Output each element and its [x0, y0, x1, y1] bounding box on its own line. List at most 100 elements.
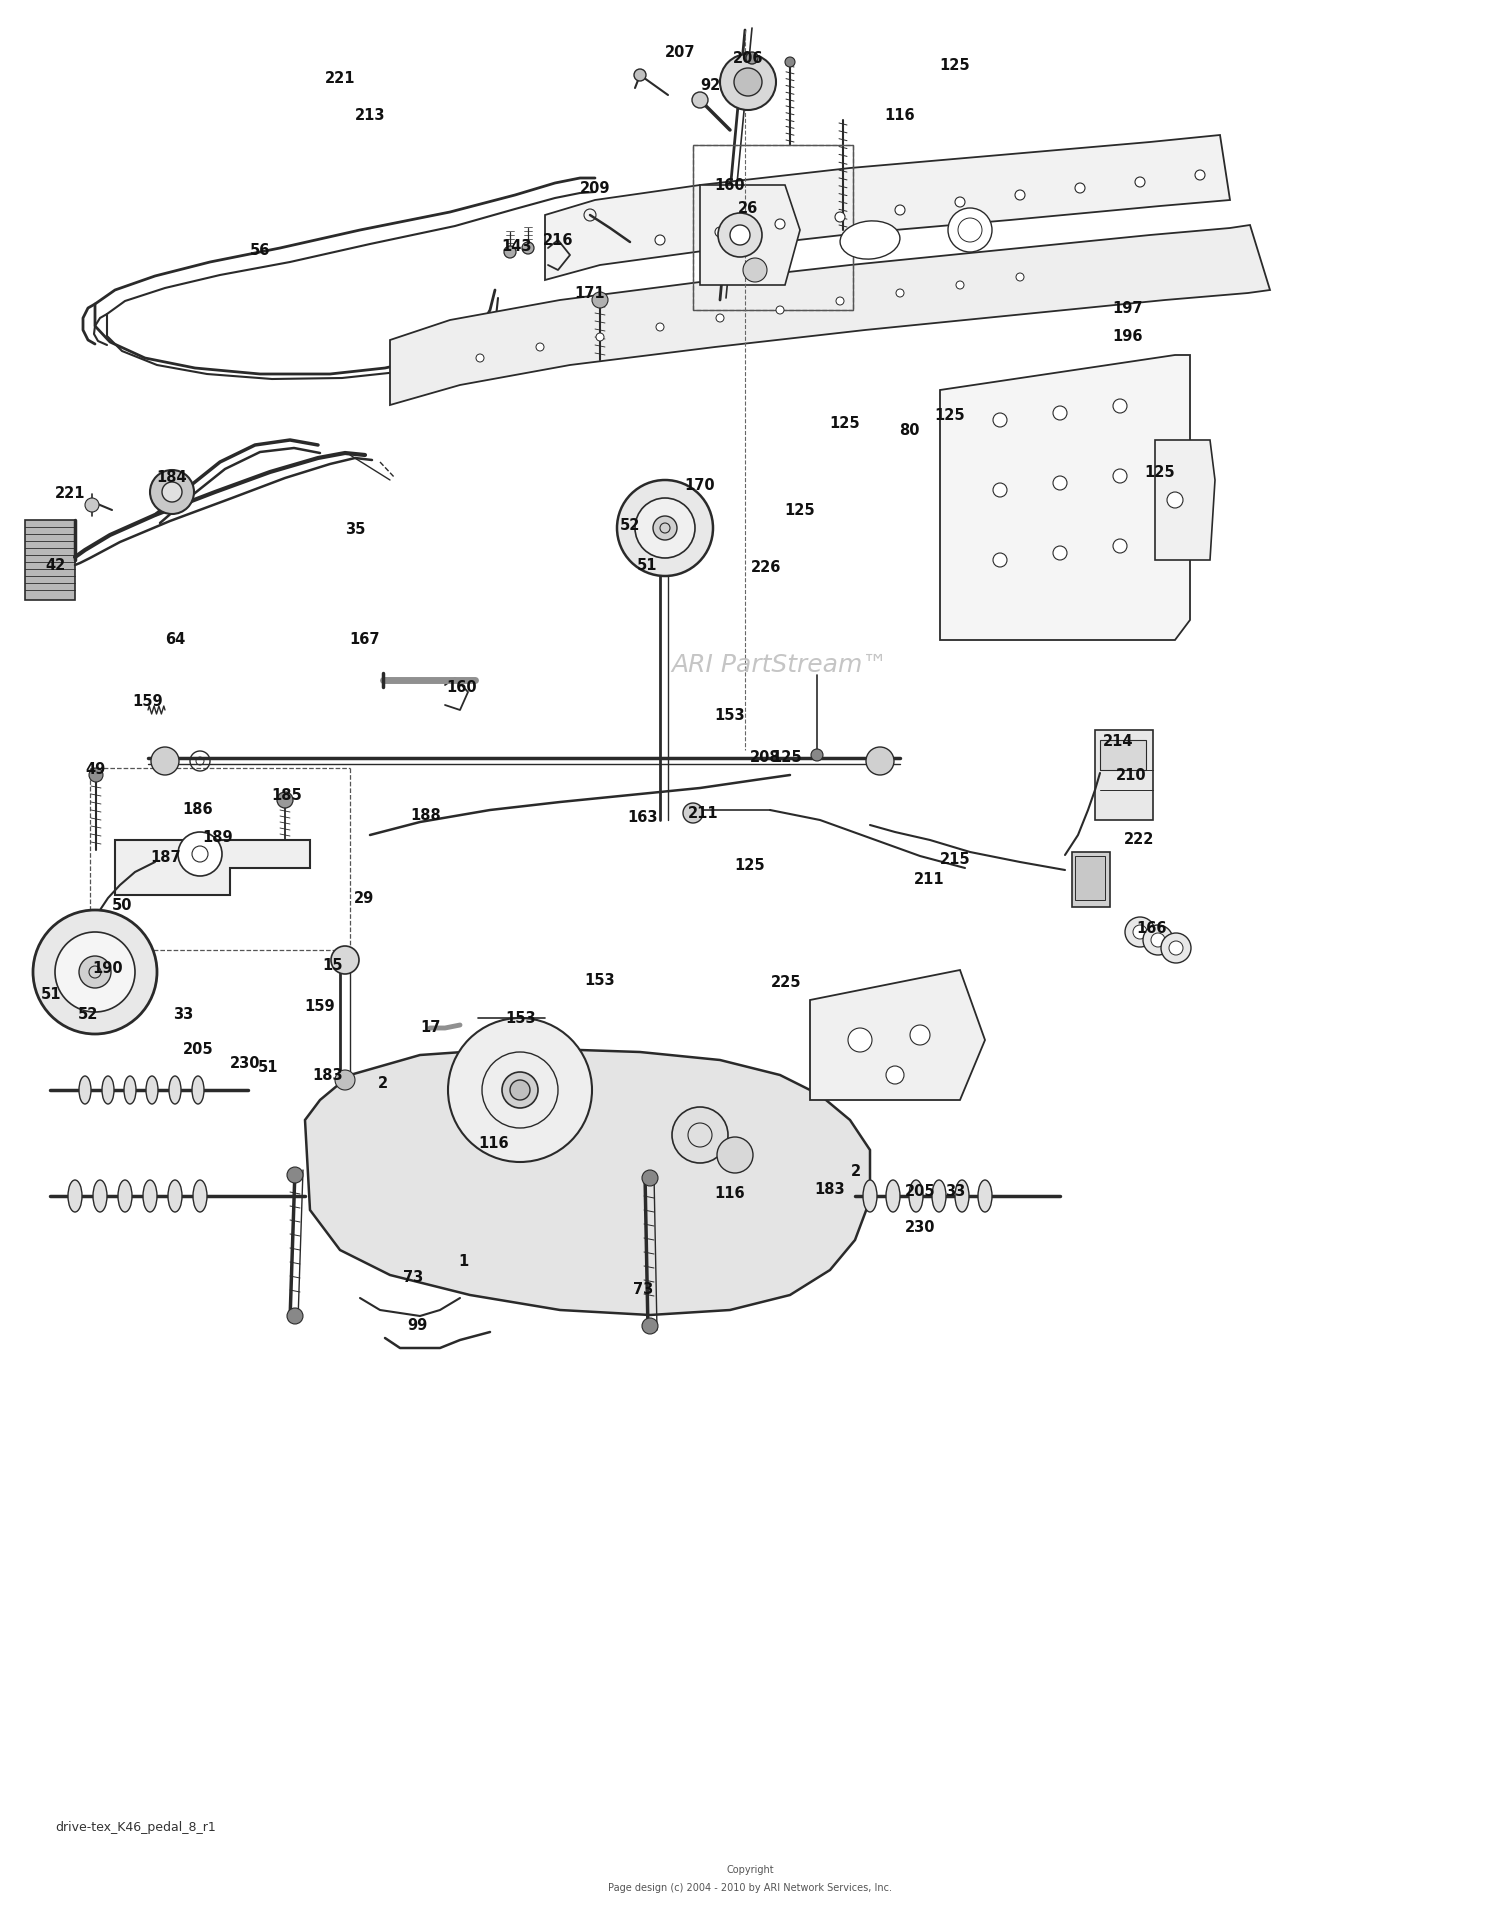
Circle shape — [1113, 399, 1126, 412]
Circle shape — [536, 344, 544, 351]
Text: 73: 73 — [404, 1271, 423, 1285]
Text: 225: 225 — [771, 974, 801, 989]
Text: 222: 222 — [1124, 832, 1154, 848]
Text: 184: 184 — [156, 470, 188, 485]
Text: 160: 160 — [447, 680, 477, 695]
Circle shape — [634, 69, 646, 80]
Circle shape — [334, 1071, 356, 1090]
Circle shape — [746, 52, 758, 65]
Circle shape — [672, 1107, 728, 1163]
Text: 125: 125 — [1144, 464, 1176, 479]
Text: ARI PartStream™: ARI PartStream™ — [672, 653, 888, 678]
Circle shape — [1053, 475, 1066, 491]
Circle shape — [1076, 183, 1084, 193]
Bar — [1095, 729, 1154, 821]
Text: 160: 160 — [714, 178, 746, 193]
Text: 153: 153 — [714, 708, 746, 724]
Circle shape — [948, 208, 992, 252]
Text: 42: 42 — [45, 557, 64, 573]
Text: 17: 17 — [420, 1021, 440, 1035]
Ellipse shape — [102, 1077, 114, 1103]
Circle shape — [642, 1317, 658, 1334]
Circle shape — [896, 204, 904, 216]
Circle shape — [1161, 934, 1191, 962]
Circle shape — [162, 481, 182, 502]
Text: 207: 207 — [664, 44, 694, 59]
Text: 116: 116 — [714, 1185, 746, 1201]
Text: 205: 205 — [904, 1184, 936, 1199]
Circle shape — [1125, 916, 1155, 947]
Text: 33: 33 — [172, 1006, 194, 1021]
Circle shape — [1113, 470, 1126, 483]
Circle shape — [720, 53, 776, 111]
Text: 226: 226 — [752, 559, 782, 575]
Ellipse shape — [124, 1077, 136, 1103]
Circle shape — [510, 1080, 530, 1100]
Text: 116: 116 — [478, 1136, 510, 1151]
Text: 185: 185 — [272, 788, 303, 802]
Text: 209: 209 — [579, 181, 610, 195]
Circle shape — [692, 92, 708, 109]
Circle shape — [33, 911, 158, 1035]
Circle shape — [1150, 934, 1166, 947]
Circle shape — [682, 804, 703, 823]
Text: 116: 116 — [885, 107, 915, 122]
Circle shape — [1168, 941, 1184, 954]
Text: 221: 221 — [324, 71, 356, 86]
Ellipse shape — [146, 1077, 158, 1103]
Text: 208: 208 — [750, 750, 780, 766]
Polygon shape — [390, 225, 1270, 405]
Circle shape — [776, 220, 784, 229]
Circle shape — [896, 288, 904, 298]
Text: drive-tex_K46_pedal_8_r1: drive-tex_K46_pedal_8_r1 — [56, 1821, 216, 1835]
Text: 1: 1 — [458, 1254, 468, 1269]
Text: 205: 205 — [183, 1042, 213, 1058]
Text: 2: 2 — [850, 1164, 861, 1180]
Text: 153: 153 — [585, 972, 615, 987]
Text: 125: 125 — [830, 416, 861, 431]
Text: 51: 51 — [258, 1061, 279, 1075]
Polygon shape — [544, 136, 1230, 281]
Text: 125: 125 — [784, 502, 816, 517]
Text: 196: 196 — [1113, 328, 1143, 344]
Circle shape — [730, 225, 750, 244]
Circle shape — [178, 832, 222, 876]
Ellipse shape — [862, 1180, 877, 1212]
Circle shape — [1132, 926, 1148, 939]
Circle shape — [742, 258, 766, 283]
Circle shape — [88, 767, 104, 783]
Circle shape — [86, 498, 99, 512]
Text: 163: 163 — [627, 809, 658, 825]
Text: 183: 183 — [815, 1182, 846, 1197]
Ellipse shape — [142, 1180, 158, 1212]
Circle shape — [80, 956, 111, 989]
Bar — [26, 519, 75, 599]
Circle shape — [1053, 407, 1066, 420]
Circle shape — [596, 332, 604, 342]
Circle shape — [776, 305, 784, 313]
Circle shape — [616, 479, 712, 577]
Circle shape — [56, 932, 135, 1012]
Polygon shape — [810, 970, 986, 1100]
Text: 187: 187 — [150, 851, 182, 865]
Text: 189: 189 — [202, 830, 234, 846]
Circle shape — [865, 746, 894, 775]
Circle shape — [656, 323, 664, 330]
Ellipse shape — [170, 1077, 182, 1103]
Text: 188: 188 — [411, 808, 441, 823]
Text: 52: 52 — [620, 517, 640, 533]
Text: 211: 211 — [914, 872, 945, 888]
Circle shape — [993, 412, 1006, 428]
Text: 49: 49 — [86, 762, 106, 777]
Bar — [693, 145, 853, 309]
Ellipse shape — [194, 1180, 207, 1212]
Polygon shape — [304, 1048, 870, 1315]
Bar — [1076, 855, 1106, 899]
Text: 183: 183 — [312, 1069, 344, 1084]
Polygon shape — [700, 185, 800, 284]
Text: 159: 159 — [132, 695, 164, 710]
Text: 64: 64 — [165, 632, 184, 647]
Circle shape — [910, 1025, 930, 1044]
Text: 52: 52 — [78, 1006, 98, 1021]
Circle shape — [716, 227, 724, 237]
